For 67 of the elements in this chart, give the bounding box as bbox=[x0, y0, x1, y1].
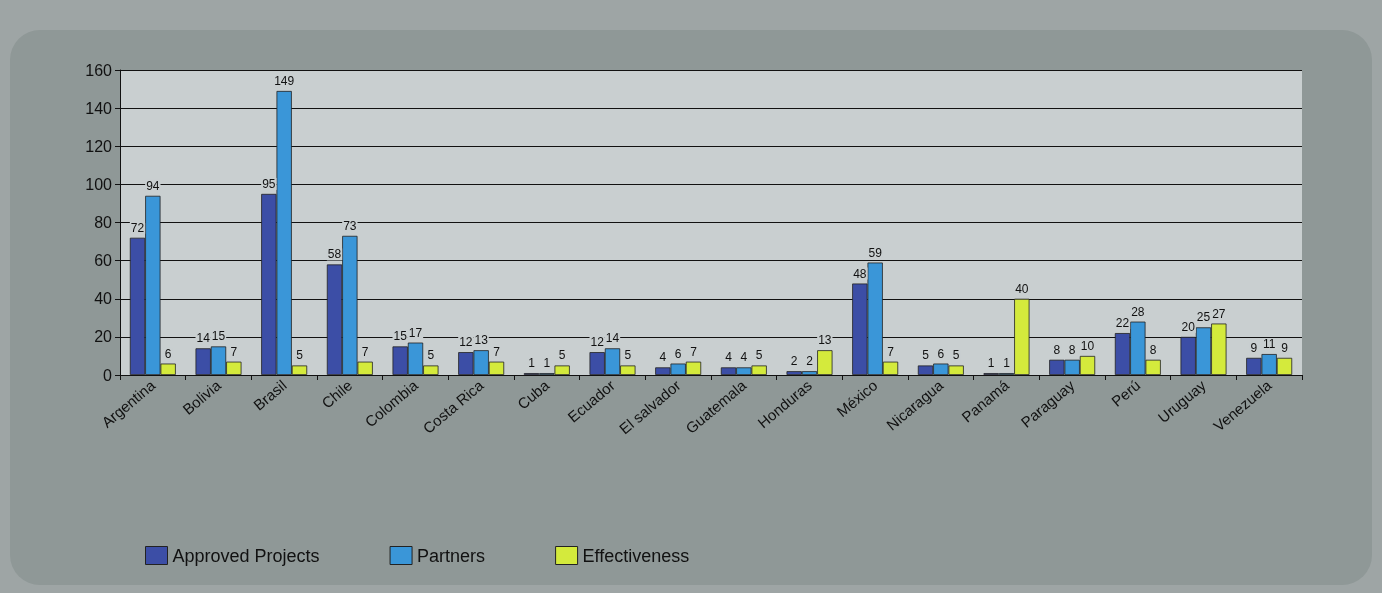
data-label: 48 bbox=[853, 266, 867, 281]
data-label: 2 bbox=[806, 354, 814, 369]
data-label: 11 bbox=[1262, 337, 1276, 352]
data-label: 5 bbox=[296, 348, 304, 363]
y-tick-label: 120 bbox=[85, 137, 113, 155]
data-label: 5 bbox=[952, 348, 960, 363]
data-label: 58 bbox=[327, 247, 342, 262]
data-label: 13 bbox=[474, 333, 489, 348]
data-label: 95 bbox=[262, 176, 276, 191]
data-label: 14 bbox=[196, 331, 211, 346]
data-label: 9 bbox=[1281, 340, 1289, 355]
data-label: 73 bbox=[343, 218, 357, 233]
y-tick-label: 160 bbox=[85, 61, 113, 79]
data-label: 5 bbox=[755, 348, 763, 363]
data-label: 14 bbox=[605, 331, 620, 346]
data-label: 7 bbox=[493, 344, 501, 359]
y-tick-label: 140 bbox=[85, 99, 113, 117]
y-tick-label: 0 bbox=[103, 366, 113, 384]
data-label: 7 bbox=[230, 344, 238, 359]
data-label: 1 bbox=[1003, 356, 1011, 371]
legend-label: Approved Projects bbox=[172, 545, 320, 566]
data-label: 28 bbox=[1131, 304, 1145, 319]
data-label: 15 bbox=[393, 329, 408, 344]
data-label: 7 bbox=[887, 344, 895, 359]
data-label: 17 bbox=[408, 325, 423, 340]
data-label: 2 bbox=[790, 354, 798, 369]
data-label: 25 bbox=[1196, 310, 1211, 325]
data-label: 12 bbox=[590, 335, 605, 350]
y-tick-label: 80 bbox=[94, 214, 113, 231]
data-label: 149 bbox=[274, 73, 295, 88]
x-tick-label: Chile bbox=[318, 376, 356, 412]
y-tick-label: 100 bbox=[85, 175, 113, 193]
data-label: 15 bbox=[211, 329, 226, 344]
y-tick-label: 40 bbox=[94, 290, 113, 308]
data-label: 9 bbox=[1250, 340, 1258, 355]
legend-label: Partners bbox=[417, 545, 486, 566]
data-label: 1 bbox=[528, 356, 536, 371]
data-label: 4 bbox=[725, 350, 733, 365]
data-label: 5 bbox=[427, 348, 435, 363]
data-label: 6 bbox=[164, 346, 172, 361]
data-label: 10 bbox=[1080, 338, 1095, 353]
legend-label: Effectiveness bbox=[582, 545, 690, 566]
data-label: 4 bbox=[659, 350, 667, 365]
data-label: 94 bbox=[146, 178, 160, 193]
data-label: 5 bbox=[922, 348, 930, 363]
data-label: 13 bbox=[818, 333, 832, 348]
y-tick-label: 60 bbox=[94, 252, 113, 270]
data-label: 6 bbox=[674, 346, 682, 361]
data-label: 4 bbox=[740, 350, 748, 365]
data-label: 22 bbox=[1115, 316, 1130, 331]
data-label: 40 bbox=[1015, 281, 1029, 296]
data-label: 7 bbox=[361, 344, 369, 359]
data-label: 20 bbox=[1181, 319, 1196, 334]
data-label: 6 bbox=[937, 346, 945, 361]
data-label: 1 bbox=[987, 356, 995, 371]
data-label: 5 bbox=[558, 348, 566, 363]
data-label: 27 bbox=[1212, 306, 1226, 321]
data-label: 7 bbox=[690, 344, 698, 359]
data-label: 8 bbox=[1149, 342, 1157, 357]
data-label: 1 bbox=[543, 356, 551, 371]
data-label: 5 bbox=[624, 348, 632, 363]
data-label: 8 bbox=[1053, 342, 1061, 357]
y-tick-label: 20 bbox=[94, 328, 113, 346]
data-label: 12 bbox=[459, 335, 473, 350]
data-label: 72 bbox=[130, 220, 145, 235]
data-label: 8 bbox=[1068, 342, 1076, 357]
data-label: 59 bbox=[868, 245, 883, 260]
